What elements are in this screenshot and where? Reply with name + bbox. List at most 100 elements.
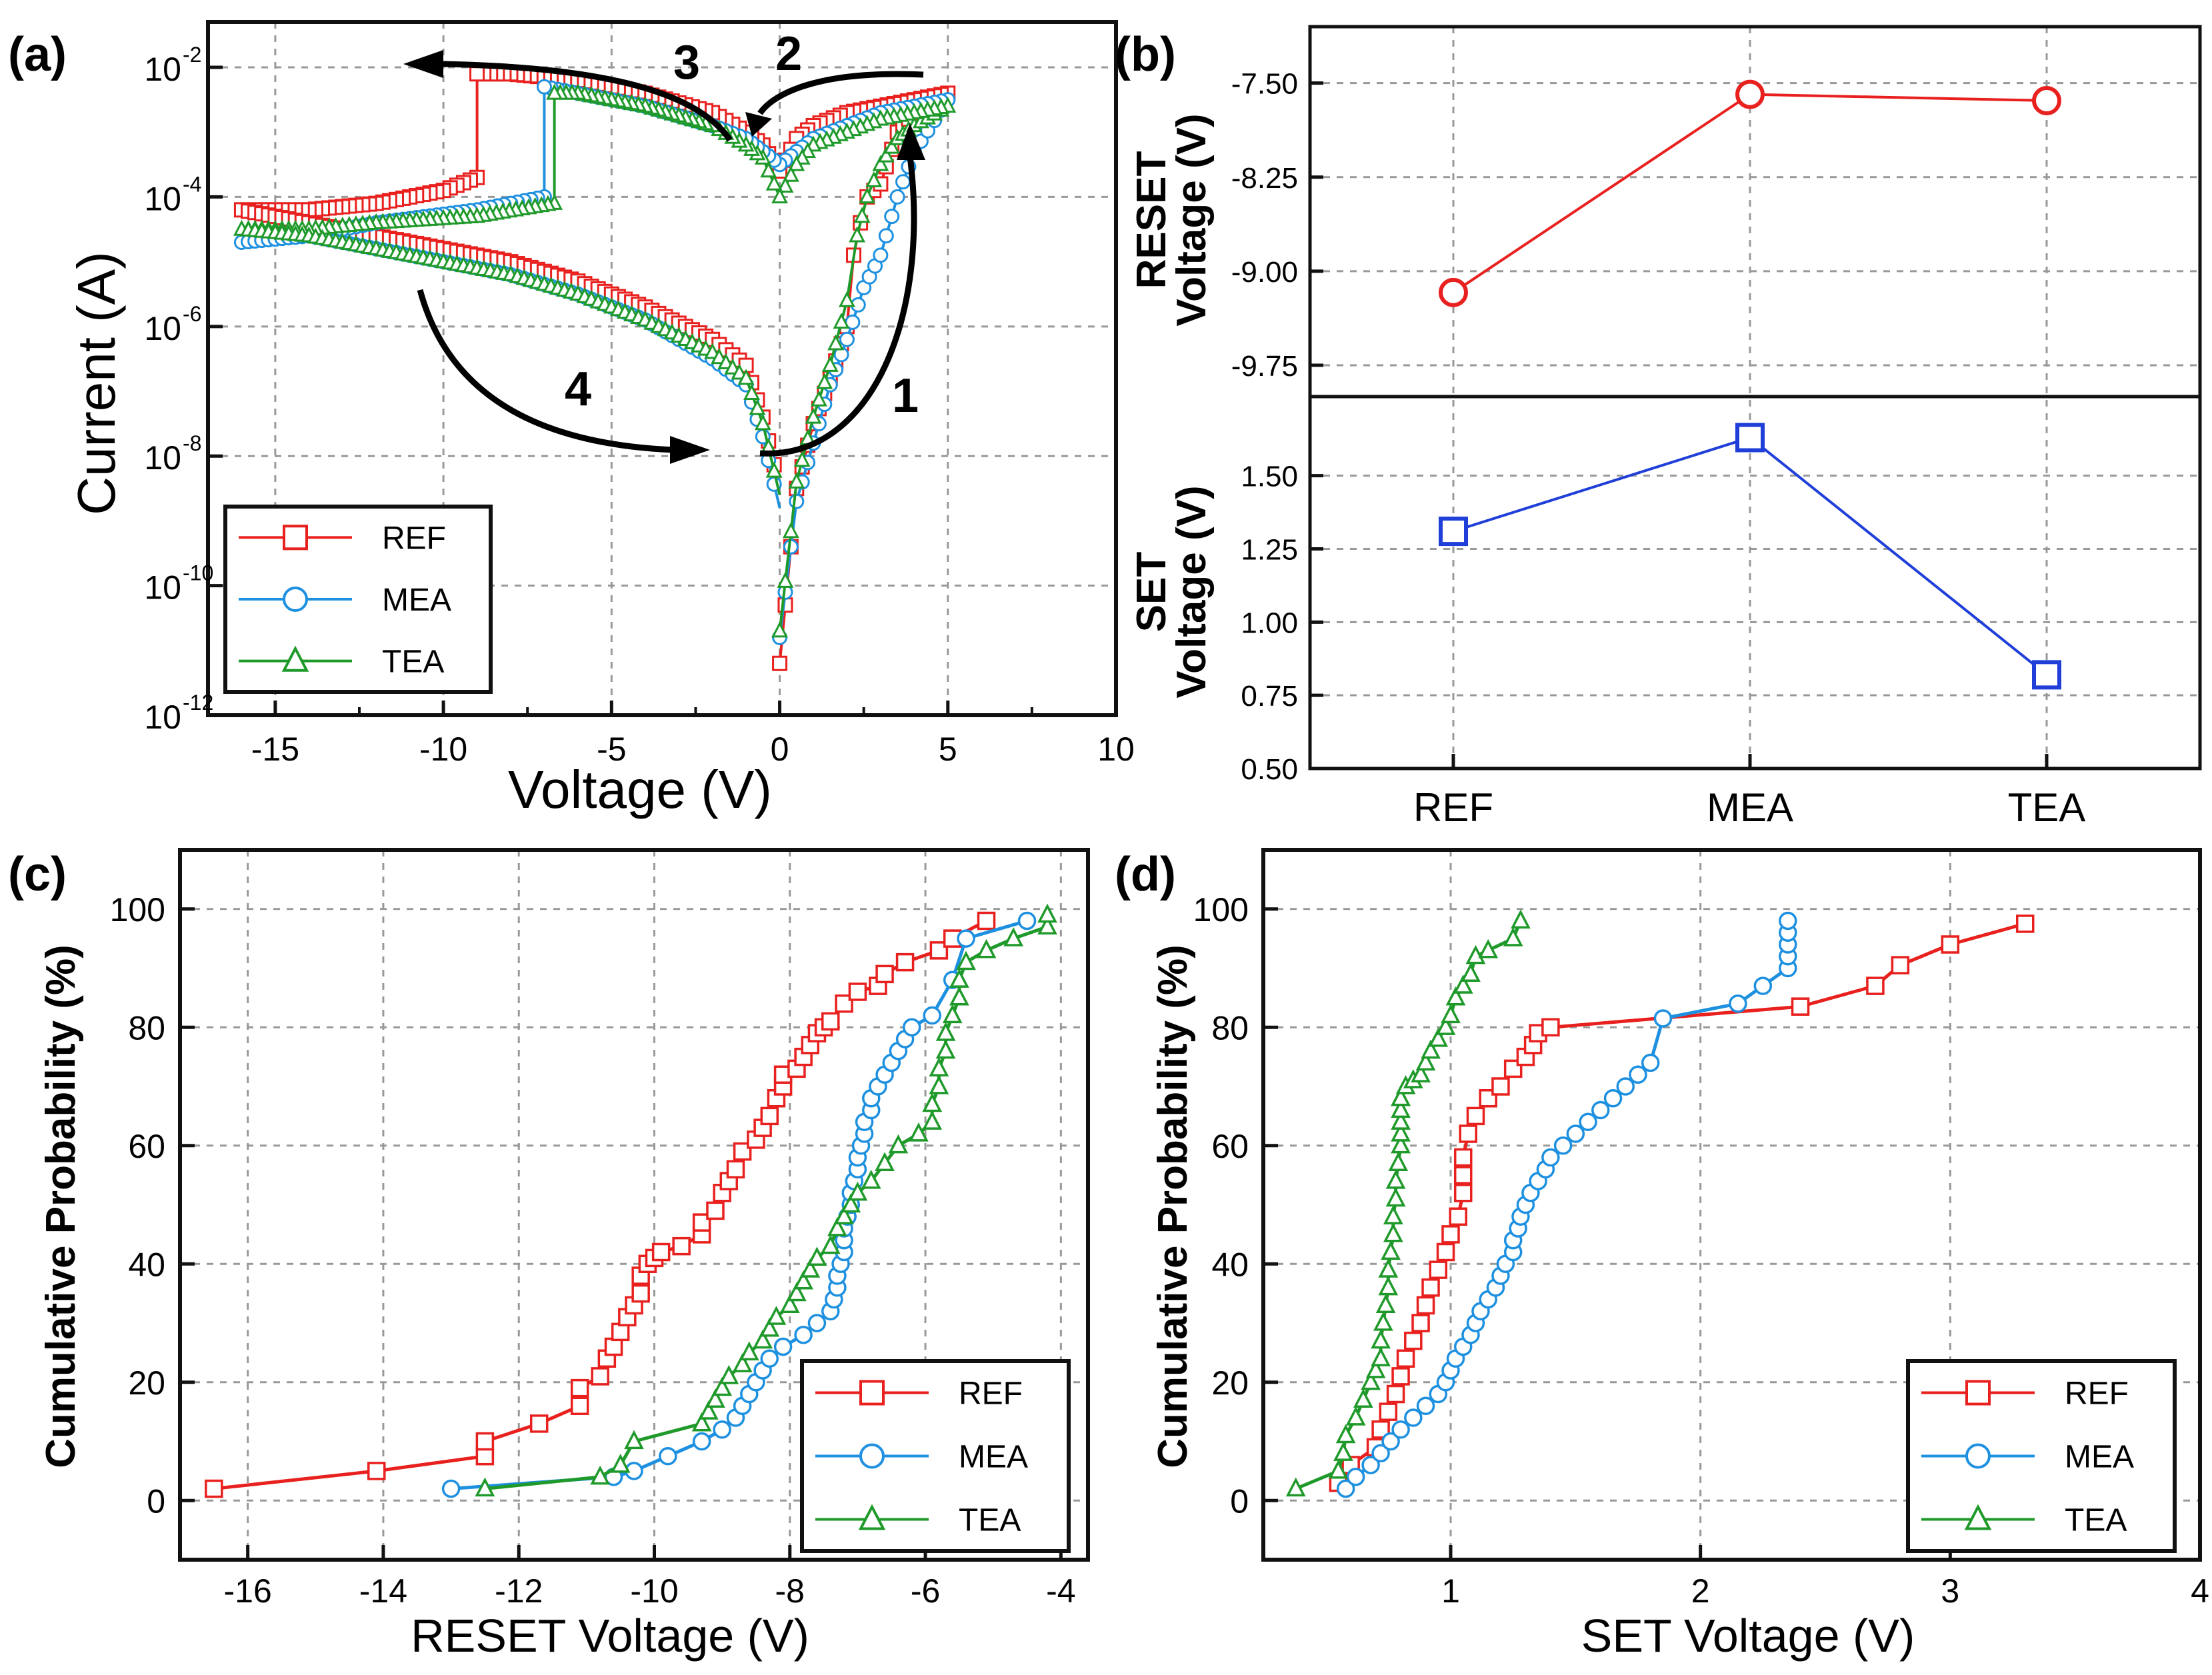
data-point-tea [1328, 1459, 1349, 1479]
panel-a-x-axis-label: Voltage (V) [508, 760, 772, 819]
data-point-mea [1416, 1396, 1435, 1415]
data-point-mea [1017, 911, 1037, 930]
y-tick-label: -7.50 [1231, 68, 1298, 101]
data-point-mea [1616, 1077, 1635, 1096]
marker-tea [771, 621, 789, 638]
data-point-ref [1459, 1124, 1477, 1143]
marker-tea [810, 390, 827, 407]
panel-b-ticks: REF MEA TEA -9.75 -9.00 -8.25 -7.50 0.50 0.75 1.0… [1231, 68, 2086, 830]
x-tick-label: -5 [597, 731, 626, 768]
data-point-tea [1503, 927, 1523, 946]
panel-a-sweep-arrows [403, 50, 925, 464]
y-tick-label: 1.00 [1241, 607, 1298, 639]
data-point-tea [1391, 1110, 1411, 1130]
data-point-ref [1491, 1077, 1510, 1096]
marker-tea [749, 399, 766, 415]
y-tick-label: 1.25 [1241, 533, 1298, 566]
data-point-mea [1541, 1148, 1560, 1167]
data-point-mea [1404, 1408, 1423, 1427]
y-tick-label-exp: -12 [183, 691, 213, 715]
data-point-tea [875, 1152, 895, 1172]
marker-mea [895, 174, 911, 190]
data-point-tea [1365, 1359, 1386, 1378]
marker-mea [878, 228, 894, 244]
data-point-mea [1371, 1444, 1390, 1462]
legend-marker-tea [281, 645, 309, 672]
data-point-tea [841, 1193, 861, 1213]
legend-label-mea: MEA [2065, 1440, 2134, 1475]
data-point-tea [976, 938, 997, 958]
y-tick-label: 0 [147, 1482, 165, 1520]
x-tick-label: TEA [2008, 785, 2086, 830]
data-point-ref [1866, 976, 1885, 995]
x-tick-label: -14 [359, 1572, 407, 1610]
marker-tea [765, 461, 783, 478]
y-tick-label: 20 [1211, 1364, 1249, 1402]
data-point-tea [698, 1400, 719, 1420]
panel-b-bottom-y-label-line1: SET [1129, 552, 1175, 633]
arrow-4 [417, 289, 674, 453]
legend-marker-ref [1965, 1380, 1991, 1406]
y-tick-label: 80 [1211, 1009, 1249, 1046]
data-point-tea [1391, 1122, 1411, 1142]
data-point-tea [1333, 1442, 1353, 1461]
data-point-tea [590, 1465, 611, 1485]
data-point-tea [712, 1376, 733, 1396]
data-point-tea [1453, 974, 1473, 994]
marker-tea [877, 146, 895, 163]
legend-marker-tea [1964, 1504, 1992, 1530]
x-tick-label: 5 [939, 731, 957, 768]
data-point-tea [1388, 1152, 1409, 1172]
marker-mea [873, 247, 889, 263]
marker-ref [772, 655, 788, 671]
panel-d-series [1285, 909, 2035, 1498]
y-tick-label: 0.50 [1241, 753, 1298, 786]
data-point-mea [1381, 1432, 1400, 1451]
legend-marker-mea [283, 587, 308, 612]
legend-marker-mea [1965, 1443, 1991, 1469]
data-point-tea [834, 1205, 854, 1224]
y-tick-label: 0.75 [1241, 680, 1298, 713]
y-tick-label: 60 [128, 1128, 165, 1165]
marker-tea [788, 155, 805, 171]
data-point-top [2032, 86, 2061, 115]
data-point-tea [1391, 1134, 1411, 1154]
data-point-tea [1378, 1258, 1399, 1278]
data-point-mea [1361, 1456, 1380, 1474]
panel-b-top-y-label-line1: RESET [1129, 151, 1175, 289]
data-point-bottom [1439, 517, 1468, 547]
panel-c-label: (c) [8, 848, 67, 901]
data-point-tea [779, 1294, 800, 1314]
data-point-ref [1436, 1242, 1455, 1262]
y-tick-label: -8.25 [1231, 162, 1298, 195]
legend-label-ref: REF [959, 1376, 1023, 1412]
data-point-tea [1435, 1016, 1456, 1035]
legend-label-tea: TEA [382, 645, 444, 680]
y-tick-label: 0 [1230, 1482, 1249, 1520]
data-point-ref [848, 982, 867, 1001]
data-point-ref [692, 1213, 711, 1232]
data-point-tea [1445, 986, 1466, 1006]
legend-label-ref: REF [2065, 1376, 2129, 1412]
data-point-ref [821, 1012, 840, 1031]
data-point-ref [1396, 1349, 1415, 1368]
y-tick-label-exp: -10 [183, 561, 213, 585]
data-point-tea [1003, 927, 1024, 946]
y-tick-label: -9.75 [1231, 350, 1298, 383]
data-point-ref [1429, 1260, 1448, 1279]
data-point-ref [1453, 1166, 1473, 1184]
x-tick-label: 4 [2191, 1572, 2209, 1610]
legend-label-tea: TEA [2065, 1503, 2127, 1538]
legend-label-mea: MEA [382, 583, 451, 618]
data-point-tea [800, 1258, 821, 1278]
marker-tea [788, 472, 805, 489]
data-point-mea [1753, 976, 1773, 995]
data-point-ref [895, 952, 915, 972]
data-point-tea [929, 1057, 949, 1077]
data-point-mea [692, 1432, 711, 1451]
